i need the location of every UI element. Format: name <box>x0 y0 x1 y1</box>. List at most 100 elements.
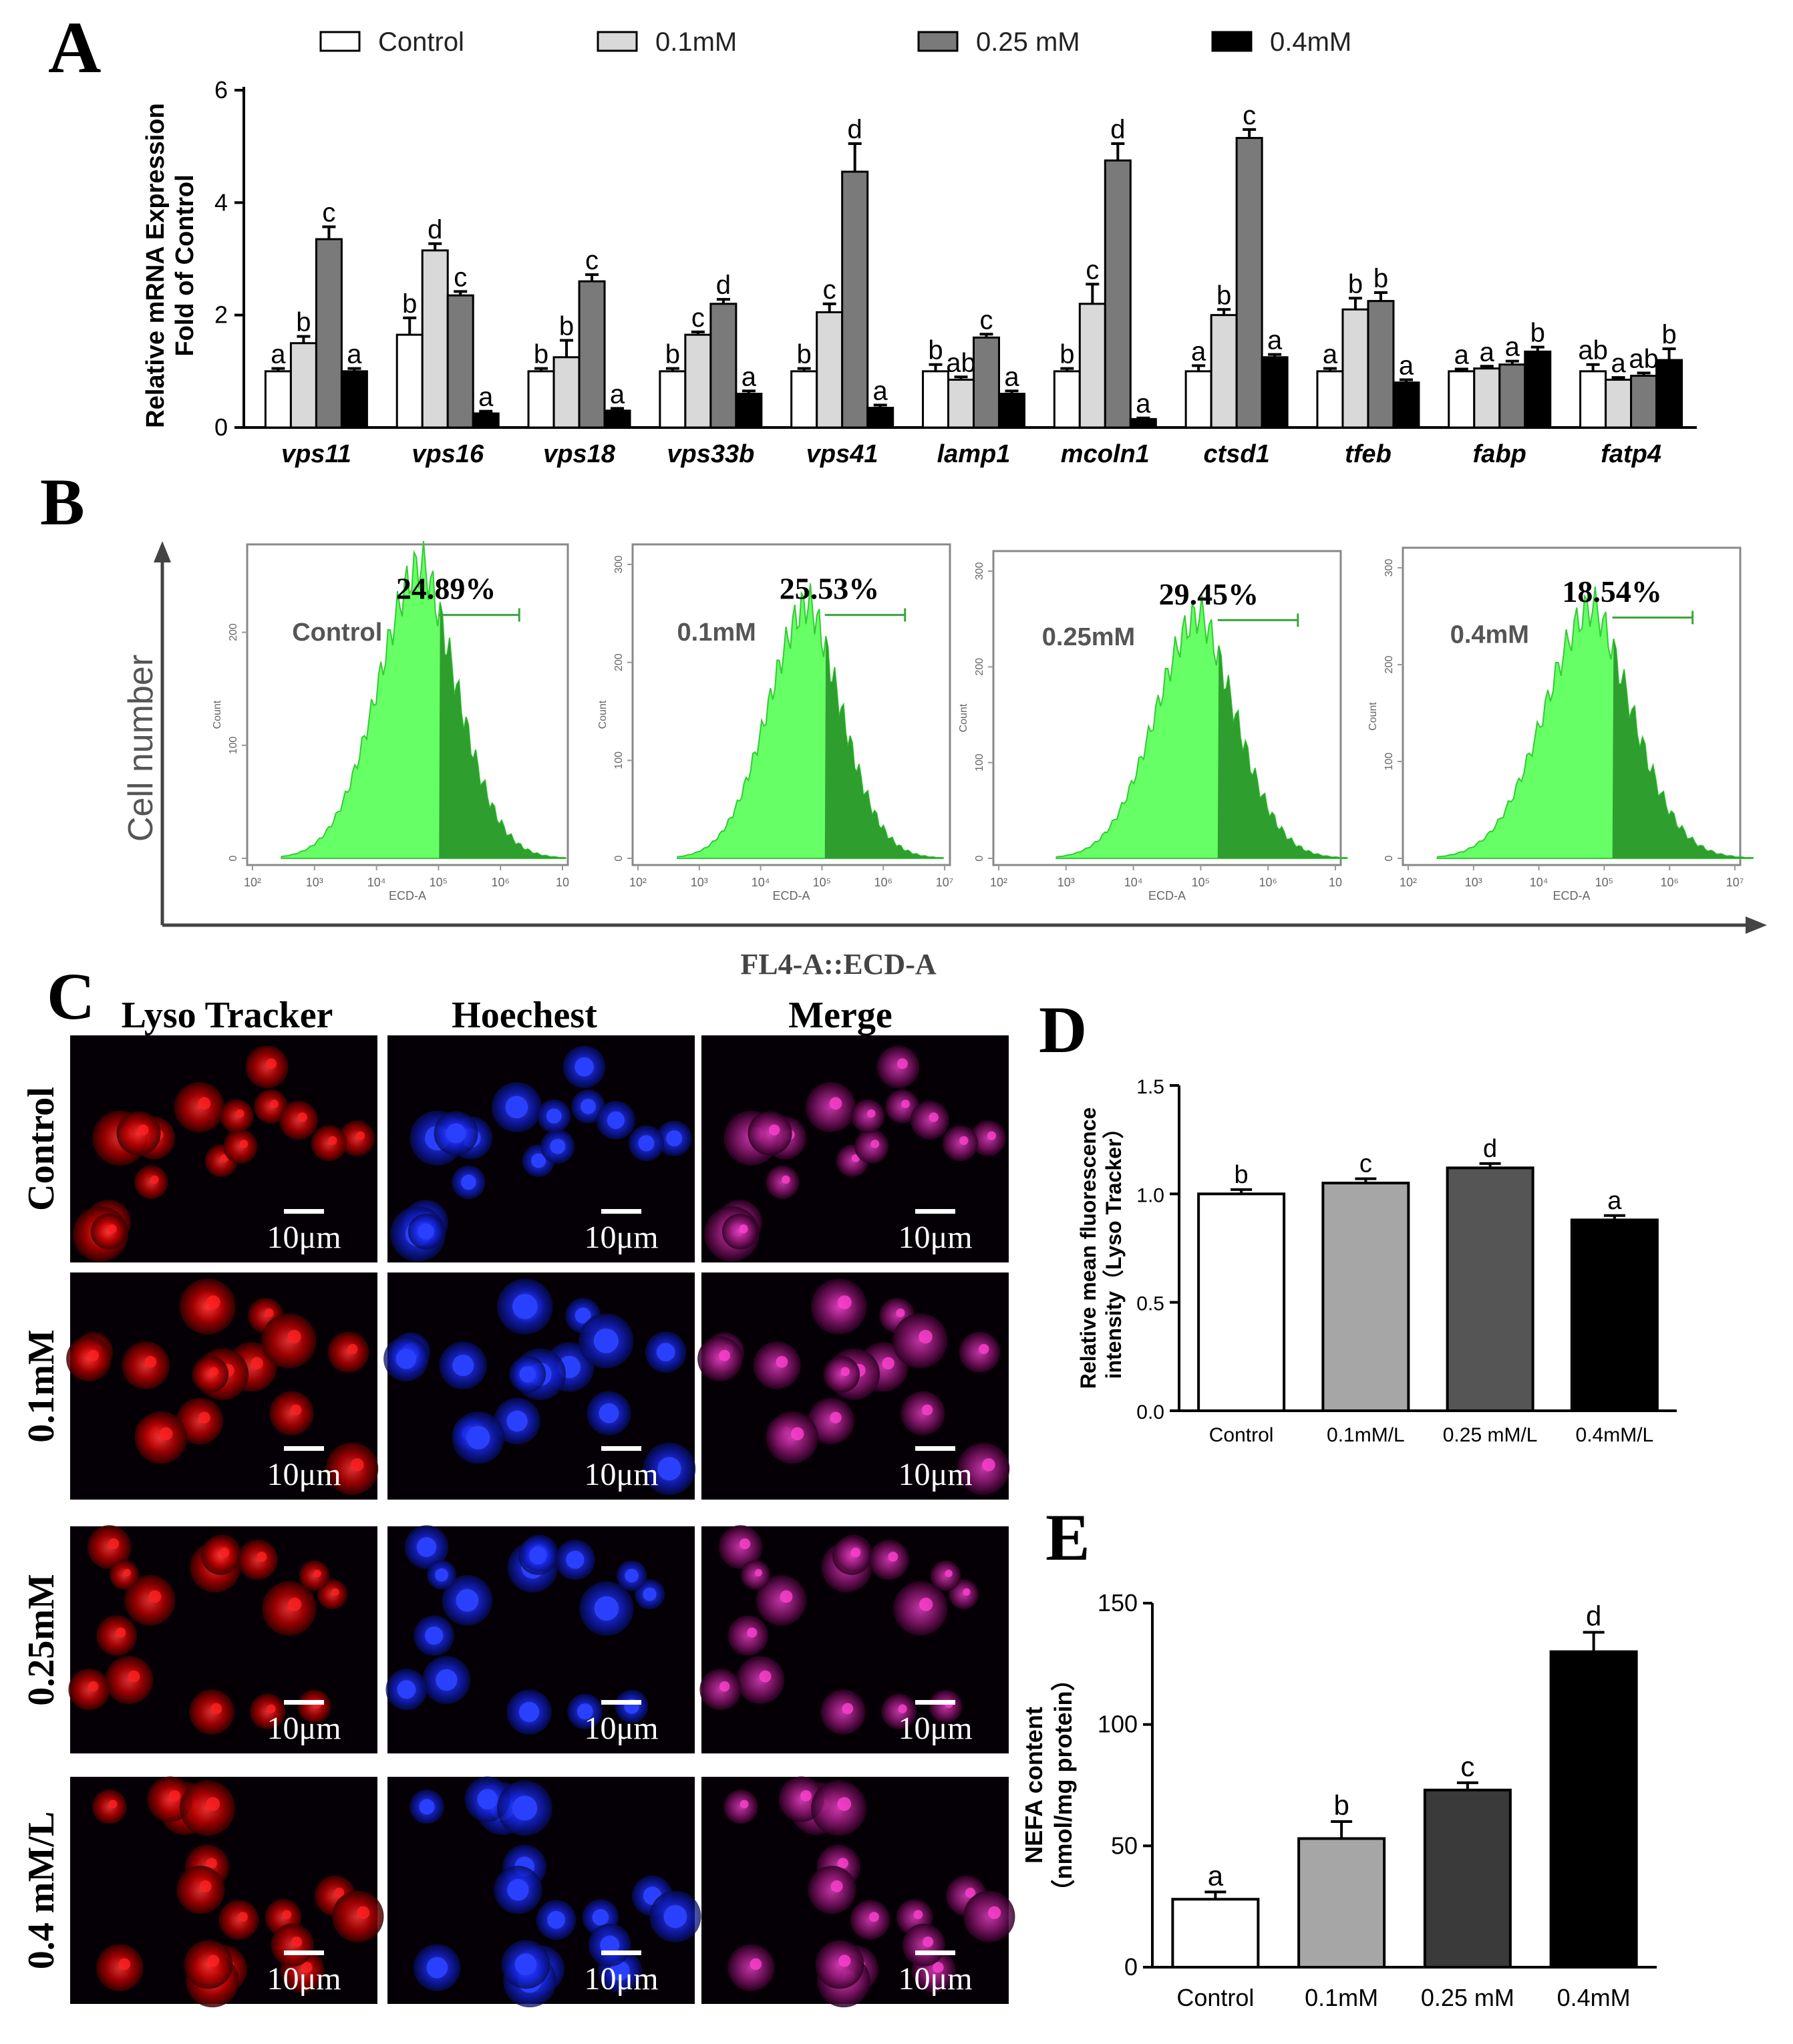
c-nucleus <box>643 1587 657 1601</box>
c-cell-spot <box>945 1569 953 1578</box>
e-bar <box>1171 1898 1260 1969</box>
c-cell <box>820 1689 866 1735</box>
c-cell <box>766 1165 800 1200</box>
b-ecd-label: ECD-A <box>1553 889 1590 902</box>
c-cell-spot <box>287 1329 301 1344</box>
c-cell-spot <box>919 1329 933 1344</box>
b-percent-label: 25.53% <box>780 572 880 606</box>
c-scale-label: 10μm <box>267 1711 341 1746</box>
c-cell-spot <box>830 1880 843 1892</box>
c-cell-spot <box>919 1597 933 1612</box>
c-cell-spot <box>898 1704 907 1713</box>
b-x-tick-label: 10⁷ <box>936 876 954 889</box>
e-category-label: 0.1mM <box>1305 1984 1378 2011</box>
c-cell-spot <box>750 1958 762 1971</box>
c-cell-spot <box>933 1962 944 1973</box>
a-bar <box>973 336 1000 429</box>
c-cell-spot <box>982 1458 995 1472</box>
a-bar <box>790 370 818 429</box>
b-histogram-plot: 0 100 200 300 Count 10² 10³ 10⁴ 10⁵ 10⁶ 10 ECD-A 29.… <box>958 550 1348 902</box>
a-bar <box>578 280 606 429</box>
b-x-tick-label: 10² <box>629 876 647 889</box>
c-cell-spot <box>987 1131 997 1140</box>
b-percent-label: 18.54% <box>1562 574 1662 609</box>
c-cell-spot <box>144 1355 157 1368</box>
a-bar <box>1210 314 1238 429</box>
c-cell-spot <box>830 1411 842 1423</box>
a-bar <box>659 370 687 429</box>
c-cell <box>811 1780 866 1836</box>
a-significance-letter: c <box>1243 101 1256 130</box>
c-cell-spot <box>780 1590 793 1603</box>
b-x-arrowhead <box>1746 916 1767 934</box>
c-nucleus <box>599 1403 619 1423</box>
a-bar <box>264 370 292 429</box>
c-micrograph: 10μm <box>697 1272 1010 1500</box>
c-nucleus <box>577 1703 593 1720</box>
b-x-tick-label: 10³ <box>306 876 323 889</box>
c-cell <box>311 1125 347 1162</box>
c-nucleus <box>514 1953 537 1976</box>
c-cell-spot <box>210 1703 222 1715</box>
a-y-tick-label: 6 <box>214 76 228 104</box>
a-legend-label: Control <box>378 27 464 57</box>
c-cell-spot <box>929 1112 939 1122</box>
c-cell-spot <box>963 1588 971 1596</box>
b-y-tick-label: 100 <box>974 753 985 772</box>
c-cell-spot <box>923 1936 934 1948</box>
c-cell-spot <box>108 1538 120 1550</box>
a-significance-letter: a <box>1611 349 1626 378</box>
c-cell <box>957 1442 1010 1495</box>
c-cell-spot <box>979 1343 989 1355</box>
c-nucleus <box>446 1123 466 1144</box>
c-cell <box>192 1356 229 1393</box>
c-cell-spot <box>331 1588 339 1596</box>
d-bar <box>1570 1218 1659 1412</box>
c-nucleus <box>656 1343 675 1362</box>
c-cell <box>697 1336 743 1382</box>
c-nucleus <box>519 1366 536 1383</box>
c-cell-spot <box>199 1880 212 1892</box>
a-bar <box>1392 381 1420 429</box>
c-cell-spot <box>739 1224 748 1234</box>
e-y-label-line: （nmol/mg protein） <box>1049 1667 1077 1904</box>
c-nucleus <box>425 1626 444 1645</box>
c-micrograph: 10μm <box>699 1525 1009 1753</box>
c-nucleus <box>506 1410 528 1432</box>
c-nucleus <box>456 1588 479 1612</box>
c-cell <box>808 1397 854 1445</box>
c-scale-bar <box>601 1950 641 1955</box>
a-significance-letter: b <box>665 340 680 369</box>
c-cell-spot <box>251 1357 263 1370</box>
d-category-label: Control <box>1209 1424 1274 1446</box>
c-cell-spot <box>148 1590 162 1603</box>
c-nucleus <box>512 1796 538 1821</box>
c-nucleus <box>607 1111 625 1130</box>
c-nucleus <box>505 1095 528 1119</box>
b-count-label: Count <box>212 700 223 729</box>
c-cell <box>736 1656 785 1705</box>
a-significance-letter: b <box>797 340 812 369</box>
a-significance-letter: a <box>1505 333 1520 362</box>
c-scale-label: 10μm <box>898 1457 972 1492</box>
b-y-arrowhead <box>154 541 171 562</box>
b-x-tick-label: 10⁴ <box>1124 876 1143 889</box>
b-y-tick-label: 0 <box>974 855 985 861</box>
a-significance-letter: a <box>1136 389 1151 419</box>
c-cell-spot <box>740 1800 749 1809</box>
c-nucleus <box>461 1174 476 1190</box>
c-cell-spot <box>168 1790 180 1802</box>
c-nucleus <box>395 1349 417 1369</box>
a-significance-letter: ab <box>1578 336 1608 365</box>
chart-d: 0.0 0.5 1.0 1.5 Relative mean fluorescence in… <box>1076 1076 1677 1446</box>
a-significance-letter: b <box>559 312 574 341</box>
c-row-label: 0.25mM <box>21 1574 62 1706</box>
c-nucleus <box>625 1568 639 1583</box>
c-column-title: Lyso Tracker <box>122 995 333 1036</box>
c-column-title: Merge <box>788 995 892 1036</box>
c-nucleus <box>592 1909 609 1926</box>
a-bar <box>289 342 317 429</box>
b-count-label: Count <box>958 703 969 732</box>
c-scale-bar <box>601 1209 641 1214</box>
c-nucleus <box>593 1328 619 1353</box>
